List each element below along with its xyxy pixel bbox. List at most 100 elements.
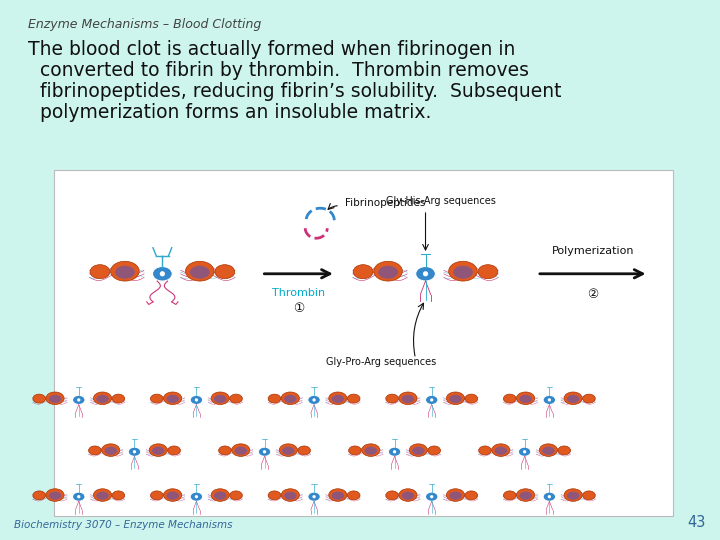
Text: converted to fibrin by thrombin.  Thrombin removes: converted to fibrin by thrombin. Thrombi… — [28, 61, 529, 80]
Ellipse shape — [163, 392, 181, 404]
Text: Gly-Pro-Arg sequences: Gly-Pro-Arg sequences — [326, 357, 437, 367]
Ellipse shape — [567, 395, 580, 403]
Ellipse shape — [516, 392, 535, 404]
Ellipse shape — [215, 265, 235, 279]
Ellipse shape — [518, 447, 531, 456]
Ellipse shape — [412, 447, 425, 455]
Ellipse shape — [46, 392, 64, 404]
Ellipse shape — [386, 491, 398, 500]
Ellipse shape — [307, 492, 320, 501]
Ellipse shape — [495, 447, 507, 455]
Ellipse shape — [329, 392, 347, 404]
Circle shape — [195, 495, 198, 498]
Ellipse shape — [516, 489, 535, 501]
Text: The blood clot is actually formed when fibrinogen in: The blood clot is actually formed when f… — [28, 40, 516, 59]
Circle shape — [133, 450, 136, 454]
Circle shape — [312, 399, 315, 402]
Text: fibrinopeptides, reducing fibrin’s solubility.  Subsequent: fibrinopeptides, reducing fibrin’s solub… — [28, 82, 562, 101]
Ellipse shape — [409, 444, 428, 456]
Text: ②: ② — [587, 288, 598, 301]
Ellipse shape — [166, 491, 179, 500]
Circle shape — [548, 495, 551, 498]
Ellipse shape — [543, 395, 556, 404]
Ellipse shape — [388, 447, 401, 456]
Ellipse shape — [428, 446, 441, 455]
Circle shape — [430, 495, 433, 498]
Circle shape — [263, 450, 266, 454]
Ellipse shape — [519, 491, 532, 500]
Ellipse shape — [235, 447, 247, 455]
Ellipse shape — [219, 446, 231, 455]
Text: Enzyme Mechanisms – Blood Clotting: Enzyme Mechanisms – Blood Clotting — [28, 18, 261, 31]
Ellipse shape — [479, 446, 491, 455]
Ellipse shape — [258, 447, 271, 456]
Circle shape — [160, 271, 165, 276]
Text: Biochemistry 3070 – Enzyme Mechanisms: Biochemistry 3070 – Enzyme Mechanisms — [14, 520, 233, 530]
Ellipse shape — [211, 489, 229, 501]
Ellipse shape — [364, 447, 377, 455]
Ellipse shape — [49, 395, 61, 403]
Ellipse shape — [307, 395, 320, 404]
Ellipse shape — [112, 394, 125, 403]
Ellipse shape — [49, 491, 61, 500]
Ellipse shape — [347, 394, 360, 403]
Ellipse shape — [564, 489, 582, 501]
Ellipse shape — [186, 261, 214, 281]
Ellipse shape — [402, 395, 414, 403]
Ellipse shape — [519, 395, 532, 403]
Ellipse shape — [282, 489, 300, 501]
Ellipse shape — [268, 491, 281, 500]
Ellipse shape — [329, 489, 347, 501]
Ellipse shape — [279, 444, 297, 456]
Ellipse shape — [152, 447, 165, 455]
Ellipse shape — [492, 444, 510, 456]
Text: 43: 43 — [688, 515, 706, 530]
Ellipse shape — [115, 266, 135, 279]
Text: ①: ① — [293, 302, 305, 315]
Ellipse shape — [582, 491, 595, 500]
Circle shape — [77, 399, 81, 402]
Ellipse shape — [33, 394, 45, 403]
Ellipse shape — [348, 446, 361, 455]
Circle shape — [312, 495, 315, 498]
Ellipse shape — [539, 444, 557, 456]
Bar — [54, 170, 673, 516]
Ellipse shape — [112, 491, 125, 500]
Ellipse shape — [150, 394, 163, 403]
Ellipse shape — [46, 489, 64, 501]
Ellipse shape — [284, 491, 297, 500]
Ellipse shape — [446, 392, 464, 404]
Ellipse shape — [449, 491, 462, 500]
Ellipse shape — [73, 395, 85, 404]
Ellipse shape — [478, 265, 498, 279]
Ellipse shape — [214, 491, 227, 500]
Ellipse shape — [282, 392, 300, 404]
Ellipse shape — [168, 446, 181, 455]
Ellipse shape — [89, 446, 102, 455]
Ellipse shape — [331, 491, 344, 500]
Ellipse shape — [268, 394, 281, 403]
Ellipse shape — [347, 491, 360, 500]
Circle shape — [423, 271, 428, 276]
Circle shape — [195, 399, 198, 402]
Ellipse shape — [399, 489, 417, 501]
Ellipse shape — [230, 394, 243, 403]
Ellipse shape — [503, 394, 516, 403]
Circle shape — [430, 399, 433, 402]
Ellipse shape — [453, 266, 473, 279]
Ellipse shape — [582, 394, 595, 403]
Ellipse shape — [331, 395, 344, 403]
Circle shape — [523, 450, 526, 454]
Ellipse shape — [361, 444, 380, 456]
Ellipse shape — [564, 392, 582, 404]
Ellipse shape — [567, 491, 580, 500]
Ellipse shape — [190, 492, 203, 501]
Ellipse shape — [354, 265, 373, 279]
Ellipse shape — [386, 394, 398, 403]
Ellipse shape — [558, 446, 570, 455]
Ellipse shape — [542, 447, 554, 455]
Ellipse shape — [33, 491, 45, 500]
Ellipse shape — [230, 491, 243, 500]
Ellipse shape — [282, 447, 294, 455]
Ellipse shape — [190, 395, 203, 404]
